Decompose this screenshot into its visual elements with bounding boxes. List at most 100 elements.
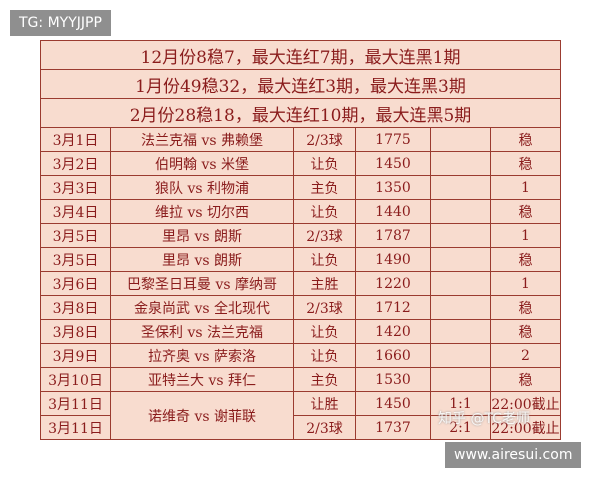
number-cell: 1712 <box>355 295 431 320</box>
result-cell: 22:00截止 <box>490 415 561 440</box>
data-row: 3月8日 圣保利 vs 法兰克福 让负 1420 稳 <box>40 319 561 344</box>
data-row: 3月6日 巴黎圣日耳曼 vs 摩纳哥 主胜 1220 1 <box>40 271 561 296</box>
bet-cell: 让负 <box>293 319 356 344</box>
score-cell <box>430 151 491 176</box>
watermark: TG: MYYJJPP <box>10 10 111 36</box>
bet-cell: 让负 <box>293 151 356 176</box>
match-cell: 圣保利 vs 法兰克福 <box>110 319 294 344</box>
bet-cell: 主负 <box>293 175 356 200</box>
number-cell: 1775 <box>355 127 431 152</box>
number-cell: 1440 <box>355 199 431 224</box>
number-cell: 1450 <box>355 151 431 176</box>
data-row: 3月5日 里昂 vs 朗斯 让负 1490 稳 <box>40 247 561 272</box>
summary-row: 12月份8稳7，最大连红7期，最大连黑1期 <box>40 40 561 70</box>
watermark: 知乎 @TC老师 <box>438 411 530 427</box>
bet-cell: 2/3球 <box>293 127 356 152</box>
match-cell: 狼队 vs 利物浦 <box>110 175 294 200</box>
score-cell <box>430 295 491 320</box>
data-row: 3月10日 亚特兰大 vs 拜仁 主负 1530 稳 <box>40 367 561 392</box>
date-cell: 3月9日 <box>40 343 111 368</box>
data-row: 3月11日 2/3球 1737 2:1 22:00截止 <box>40 415 561 440</box>
result-cell: 稳 <box>490 247 561 272</box>
data-row: 3月5日 里昂 vs 朗斯 2/3球 1787 1 <box>40 223 561 248</box>
date-cell: 3月4日 <box>40 199 111 224</box>
score-cell <box>430 247 491 272</box>
match-cell: 里昂 vs 朗斯 <box>110 247 294 272</box>
bet-cell: 让胜 <box>293 391 356 416</box>
match-cell: 法兰克福 vs 弗赖堡 <box>110 127 294 152</box>
result-cell: 22:00截止 <box>490 391 561 416</box>
data-row: 3月9日 拉齐奥 vs 萨索洛 让负 1660 2 <box>40 343 561 368</box>
bet-cell: 2/3球 <box>293 415 356 440</box>
number-cell: 1490 <box>355 247 431 272</box>
summary-cell: 12月份8稳7，最大连红7期，最大连黑1期 <box>40 40 561 70</box>
result-cell: 稳 <box>490 127 561 152</box>
date-cell: 3月11日 <box>40 415 111 440</box>
number-cell: 1660 <box>355 343 431 368</box>
date-cell: 3月6日 <box>40 271 111 296</box>
summary-cell: 2月份28稳18，最大连红10期，最大连黑5期 <box>40 98 561 128</box>
result-cell: 1 <box>490 223 561 248</box>
bet-cell: 2/3球 <box>293 223 356 248</box>
date-cell: 3月8日 <box>40 295 111 320</box>
number-cell: 1787 <box>355 223 431 248</box>
match-cell: 金泉尚武 vs 全北现代 <box>110 295 294 320</box>
result-cell: 1 <box>490 175 561 200</box>
bet-cell: 主负 <box>293 367 356 392</box>
result-cell: 1 <box>490 271 561 296</box>
date-cell: 3月5日 <box>40 223 111 248</box>
match-cell: 里昂 vs 朗斯 <box>110 223 294 248</box>
bet-cell: 让负 <box>293 343 356 368</box>
score-cell <box>430 271 491 296</box>
result-cell: 稳 <box>490 199 561 224</box>
summary-cell: 1月份49稳32，最大连红3期，最大连黑3期 <box>40 69 561 99</box>
data-row: 3月1日 法兰克福 vs 弗赖堡 2/3球 1775 稳 <box>40 127 561 152</box>
score-cell: 2:1 <box>430 415 491 440</box>
score-cell <box>430 319 491 344</box>
bet-cell: 2/3球 <box>293 295 356 320</box>
date-cell: 3月1日 <box>40 127 111 152</box>
match-cell: 伯明翰 vs 米堡 <box>110 151 294 176</box>
summary-row: 1月份49稳32，最大连红3期，最大连黑3期 <box>40 69 561 99</box>
date-cell: 3月2日 <box>40 151 111 176</box>
watermark: www.airesui.com <box>445 442 582 468</box>
date-cell: 3月5日 <box>40 247 111 272</box>
score-cell <box>430 127 491 152</box>
result-cell: 稳 <box>490 151 561 176</box>
number-cell: 1737 <box>355 415 431 440</box>
score-cell <box>430 199 491 224</box>
result-cell: 稳 <box>490 295 561 320</box>
number-cell: 1220 <box>355 271 431 296</box>
result-cell: 稳 <box>490 367 561 392</box>
score-cell <box>430 367 491 392</box>
score-cell <box>430 175 491 200</box>
data-row: 3月2日 伯明翰 vs 米堡 让负 1450 稳 <box>40 151 561 176</box>
bet-cell: 主胜 <box>293 271 356 296</box>
match-cell: 维拉 vs 切尔西 <box>110 199 294 224</box>
match-cell: 亚特兰大 vs 拜仁 <box>110 367 294 392</box>
bet-cell: 让负 <box>293 247 356 272</box>
number-cell: 1420 <box>355 319 431 344</box>
data-row: 3月3日 狼队 vs 利物浦 主负 1350 1 <box>40 175 561 200</box>
match-cell: 巴黎圣日耳曼 vs 摩纳哥 <box>110 271 294 296</box>
score-cell <box>430 223 491 248</box>
date-cell: 3月10日 <box>40 367 111 392</box>
match-cell: 诺维奇 vs 谢菲联 <box>110 391 294 440</box>
summary-row: 2月份28稳18，最大连红10期，最大连黑5期 <box>40 98 561 128</box>
data-row: 3月11日 诺维奇 vs 谢菲联 让胜 1450 1:1 22:00截止 <box>40 391 561 440</box>
score-cell <box>430 343 491 368</box>
result-cell: 稳 <box>490 319 561 344</box>
data-row: 3月8日 金泉尚武 vs 全北现代 2/3球 1712 稳 <box>40 295 561 320</box>
number-cell: 1450 <box>355 391 431 416</box>
table: 12月份8稳7，最大连红7期，最大连黑1期 1月份49稳32，最大连红3期，最大连… <box>40 40 561 440</box>
number-cell: 1350 <box>355 175 431 200</box>
date-cell: 3月11日 <box>40 391 111 416</box>
bet-cell: 让负 <box>293 199 356 224</box>
data-row: 3月4日 维拉 vs 切尔西 让负 1440 稳 <box>40 199 561 224</box>
match-cell: 拉齐奥 vs 萨索洛 <box>110 343 294 368</box>
date-cell: 3月8日 <box>40 319 111 344</box>
date-cell: 3月3日 <box>40 175 111 200</box>
result-cell: 2 <box>490 343 561 368</box>
number-cell: 1530 <box>355 367 431 392</box>
